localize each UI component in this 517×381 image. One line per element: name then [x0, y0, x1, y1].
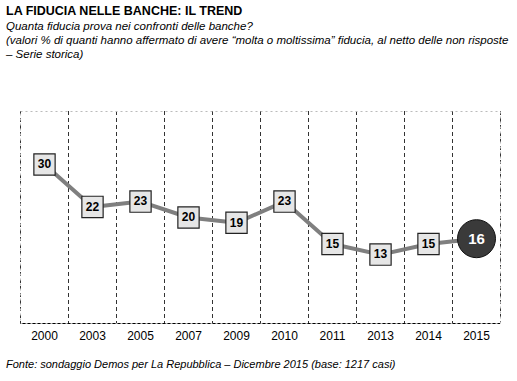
svg-text:2013: 2013	[367, 329, 394, 343]
svg-text:19: 19	[230, 216, 244, 230]
svg-text:15: 15	[326, 237, 340, 251]
svg-text:2007: 2007	[175, 329, 202, 343]
svg-text:13: 13	[374, 247, 388, 261]
svg-text:15: 15	[422, 237, 436, 251]
svg-text:2011: 2011	[320, 329, 346, 343]
svg-text:30: 30	[38, 157, 52, 171]
html-text:Quanta fiducia prova nei confr: Quanta fiducia prova nei confronti delle…	[6, 20, 253, 32]
html-text:LA FIDUCIA NELLE BANCHE: IL TR: LA FIDUCIA NELLE BANCHE: IL TREND	[6, 4, 243, 18]
svg-text:23: 23	[278, 194, 292, 208]
svg-text:22: 22	[86, 200, 100, 214]
svg-text:23: 23	[134, 194, 148, 208]
svg-text:2003: 2003	[79, 329, 106, 343]
html-text:(valori % di quanti hanno affe: (valori % di quanti hanno affermato di a…	[6, 34, 509, 60]
svg-text:20: 20	[182, 210, 196, 224]
html-text:Fonte: sondaggio Demos per La: Fonte: sondaggio Demos per La Repubblica…	[6, 358, 396, 370]
svg-text:2010: 2010	[271, 329, 298, 343]
svg-text:2000: 2000	[31, 329, 58, 343]
svg-text:16: 16	[468, 230, 485, 247]
svg-text:2005: 2005	[127, 329, 154, 343]
svg-text:2014: 2014	[415, 329, 442, 343]
svg-text:2015: 2015	[463, 329, 490, 343]
svg-text:2009: 2009	[223, 329, 250, 343]
